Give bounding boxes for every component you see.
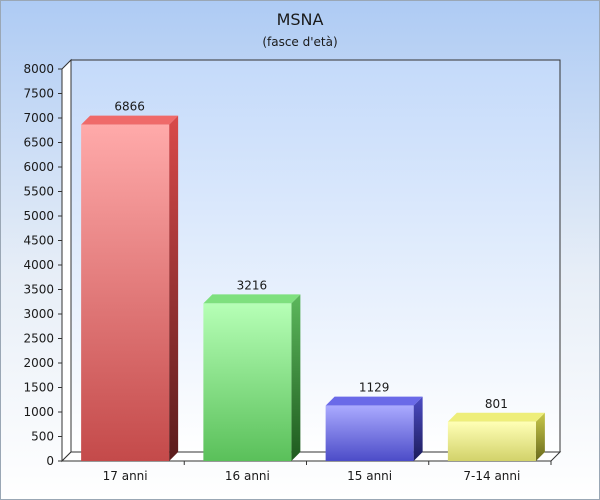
x-tick-label: 17 anni [103,469,148,483]
plot-side-wall [61,58,72,463]
bar-1 [203,294,301,461]
y-tick-label: 1000 [23,405,54,419]
bar-front [447,421,536,461]
bar-side [535,412,545,461]
y-tick-label: 6000 [23,160,54,174]
x-tick-label: 7-14 anni [463,469,520,483]
bar-3 [447,412,545,461]
plot-area: 0 500 1000 1500 2000 2500 3000 3500 4000 4500 5000… [23,58,562,483]
y-tick-label: 4500 [23,234,54,248]
x-tick-label: 16 anni [225,469,270,483]
bar-side [291,294,301,461]
bar-side [169,115,179,461]
bar-front [325,405,414,461]
y-tick-label: 4000 [23,258,54,272]
data-label: 6866 [114,100,145,114]
bar-top [81,115,179,125]
y-tick-label: 3500 [23,283,54,297]
data-label: 801 [485,397,508,411]
y-tick-label: 7000 [23,111,54,125]
bar-front [81,124,170,461]
y-tick-label: 8000 [23,62,54,76]
bar-top [203,294,301,304]
bar-2 [325,396,423,461]
y-tick-label: 5500 [23,185,54,199]
bar-front [203,303,292,461]
y-tick-label: 2500 [23,332,54,346]
data-label: 1129 [359,381,390,395]
y-tick-label: 2000 [23,356,54,370]
y-tick-label: 5000 [23,209,54,223]
bar-top [325,396,423,406]
y-tick-label: 1500 [23,381,54,395]
bar-0 [81,115,179,461]
y-tick-label: 6500 [23,136,54,150]
y-tick-label: 500 [31,430,54,444]
y-tick-label: 3000 [23,307,54,321]
y-tick-label: 7500 [23,87,54,101]
x-tick-label: 15 anni [347,469,392,483]
bar-side [413,396,423,461]
chart-subtitle: (fasce d'età) [262,35,337,49]
bar-top [447,412,545,422]
chart-title: MSNA [277,10,324,29]
data-label: 3216 [237,278,268,292]
y-tick-label: 0 [46,454,54,468]
